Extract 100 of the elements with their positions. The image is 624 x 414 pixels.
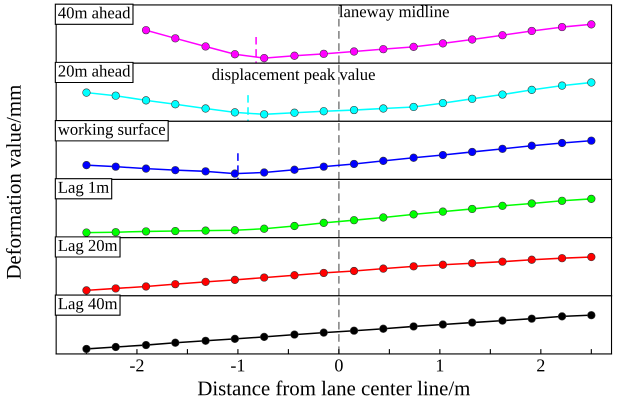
chart-title: Lag 20m bbox=[58, 240, 118, 254]
point bbox=[558, 196, 566, 205]
point bbox=[438, 39, 447, 48]
point bbox=[410, 262, 418, 270]
point bbox=[468, 35, 476, 44]
point bbox=[379, 156, 388, 165]
point bbox=[587, 136, 596, 145]
point bbox=[320, 50, 328, 58]
point bbox=[379, 213, 388, 222]
point bbox=[350, 326, 358, 335]
x-tick-label: 2 bbox=[537, 359, 544, 372]
point bbox=[320, 107, 328, 116]
point bbox=[230, 50, 239, 58]
point bbox=[438, 320, 447, 329]
point bbox=[202, 167, 210, 176]
point bbox=[142, 26, 150, 34]
point bbox=[438, 260, 447, 269]
chart-title: 20m ahead bbox=[58, 64, 130, 77]
point bbox=[558, 82, 566, 90]
point bbox=[202, 226, 210, 235]
point bbox=[528, 314, 536, 323]
point bbox=[468, 259, 476, 268]
point bbox=[498, 258, 507, 266]
point bbox=[171, 280, 180, 288]
point bbox=[350, 160, 358, 168]
point bbox=[558, 254, 566, 262]
point bbox=[290, 330, 299, 339]
point bbox=[438, 208, 447, 216]
point bbox=[410, 154, 418, 162]
point bbox=[230, 276, 239, 284]
point bbox=[379, 45, 388, 54]
point bbox=[230, 108, 239, 116]
point bbox=[468, 94, 476, 103]
point bbox=[230, 170, 239, 178]
point bbox=[202, 42, 210, 51]
point bbox=[82, 88, 91, 97]
point bbox=[320, 162, 328, 171]
point bbox=[587, 252, 596, 262]
point bbox=[410, 102, 418, 112]
point bbox=[171, 338, 180, 347]
point bbox=[142, 227, 150, 236]
point bbox=[202, 104, 210, 113]
point bbox=[290, 166, 299, 174]
point bbox=[350, 47, 358, 56]
point bbox=[498, 90, 507, 99]
x-axis-title: Distance from lane center line/m bbox=[198, 380, 470, 396]
chart-title: working surface bbox=[58, 123, 166, 138]
point bbox=[587, 311, 596, 320]
point bbox=[171, 100, 180, 108]
point bbox=[202, 336, 210, 345]
point bbox=[379, 324, 388, 333]
point bbox=[230, 334, 239, 343]
point bbox=[260, 110, 268, 118]
point bbox=[468, 204, 476, 214]
y-axis-title: Deformation value/mm bbox=[6, 85, 21, 280]
point bbox=[587, 78, 596, 87]
point bbox=[498, 31, 507, 40]
point bbox=[112, 162, 120, 171]
point bbox=[82, 286, 91, 294]
point bbox=[528, 256, 536, 264]
point bbox=[558, 312, 566, 320]
x-tick-label: 1 bbox=[436, 359, 444, 372]
point bbox=[290, 52, 299, 60]
point bbox=[528, 26, 536, 36]
point bbox=[112, 284, 120, 293]
point bbox=[379, 104, 388, 113]
point bbox=[112, 228, 120, 236]
point bbox=[558, 22, 566, 32]
point bbox=[290, 108, 299, 117]
point bbox=[320, 328, 328, 337]
point bbox=[171, 166, 180, 174]
chart-title: Lag 1m bbox=[58, 182, 109, 196]
point bbox=[260, 168, 268, 177]
point bbox=[379, 264, 388, 273]
point bbox=[290, 222, 299, 230]
x-tick-label: 0 bbox=[335, 359, 343, 372]
point bbox=[528, 142, 536, 150]
point bbox=[528, 86, 536, 94]
point bbox=[410, 42, 418, 51]
point bbox=[350, 266, 358, 276]
point bbox=[350, 106, 358, 114]
annotation: displacement peak value bbox=[212, 68, 375, 84]
point bbox=[202, 278, 210, 286]
point bbox=[171, 226, 180, 236]
point bbox=[410, 210, 418, 218]
point bbox=[528, 199, 536, 208]
point bbox=[142, 282, 150, 291]
point bbox=[587, 20, 596, 28]
point bbox=[410, 322, 418, 331]
point bbox=[498, 202, 507, 210]
x-tick-label: -2 bbox=[130, 359, 144, 372]
point bbox=[260, 224, 268, 233]
point bbox=[468, 318, 476, 327]
x-tick-label: -1 bbox=[231, 359, 244, 372]
point bbox=[82, 161, 91, 170]
point bbox=[438, 98, 447, 108]
point bbox=[320, 218, 328, 227]
point bbox=[112, 342, 120, 352]
chart-title: Lag 40m bbox=[58, 298, 118, 313]
point bbox=[142, 164, 150, 173]
